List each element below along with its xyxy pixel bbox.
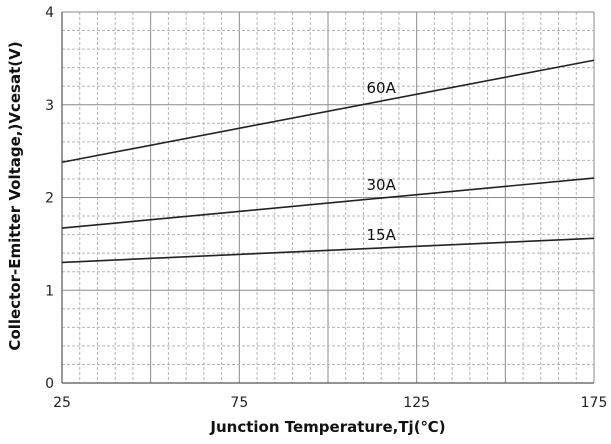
x-axis-title: Junction Temperature,Tj(℃) (209, 418, 445, 436)
grid (62, 11, 595, 383)
x-tick-label: 175 (581, 395, 608, 411)
y-tick-label: 1 (45, 283, 54, 299)
y-tick-label: 4 (45, 5, 54, 21)
y-tick-label: 3 (45, 98, 54, 114)
x-tick-label: 75 (230, 395, 248, 411)
series-line-15a (61, 237, 595, 264)
y-tick-label: 2 (45, 191, 54, 207)
series-line-60a (61, 59, 595, 164)
x-tick-label: 25 (53, 395, 71, 411)
series-line-30a (61, 177, 595, 229)
y-axis-title: Collector-Emitter Voltage,)Vcesat(V) (6, 41, 24, 350)
series-label-30a: 30A (367, 176, 397, 194)
y-tick-label: 0 (45, 376, 54, 392)
x-tick-label: 125 (403, 395, 430, 411)
series-label-15a: 15A (367, 226, 397, 244)
series-group: 60A 30A 15A (61, 59, 595, 264)
axes (61, 12, 594, 384)
tick-labels: 25 75 125 175 0 1 2 3 4 (45, 5, 607, 411)
series-label-60a: 60A (367, 79, 397, 97)
